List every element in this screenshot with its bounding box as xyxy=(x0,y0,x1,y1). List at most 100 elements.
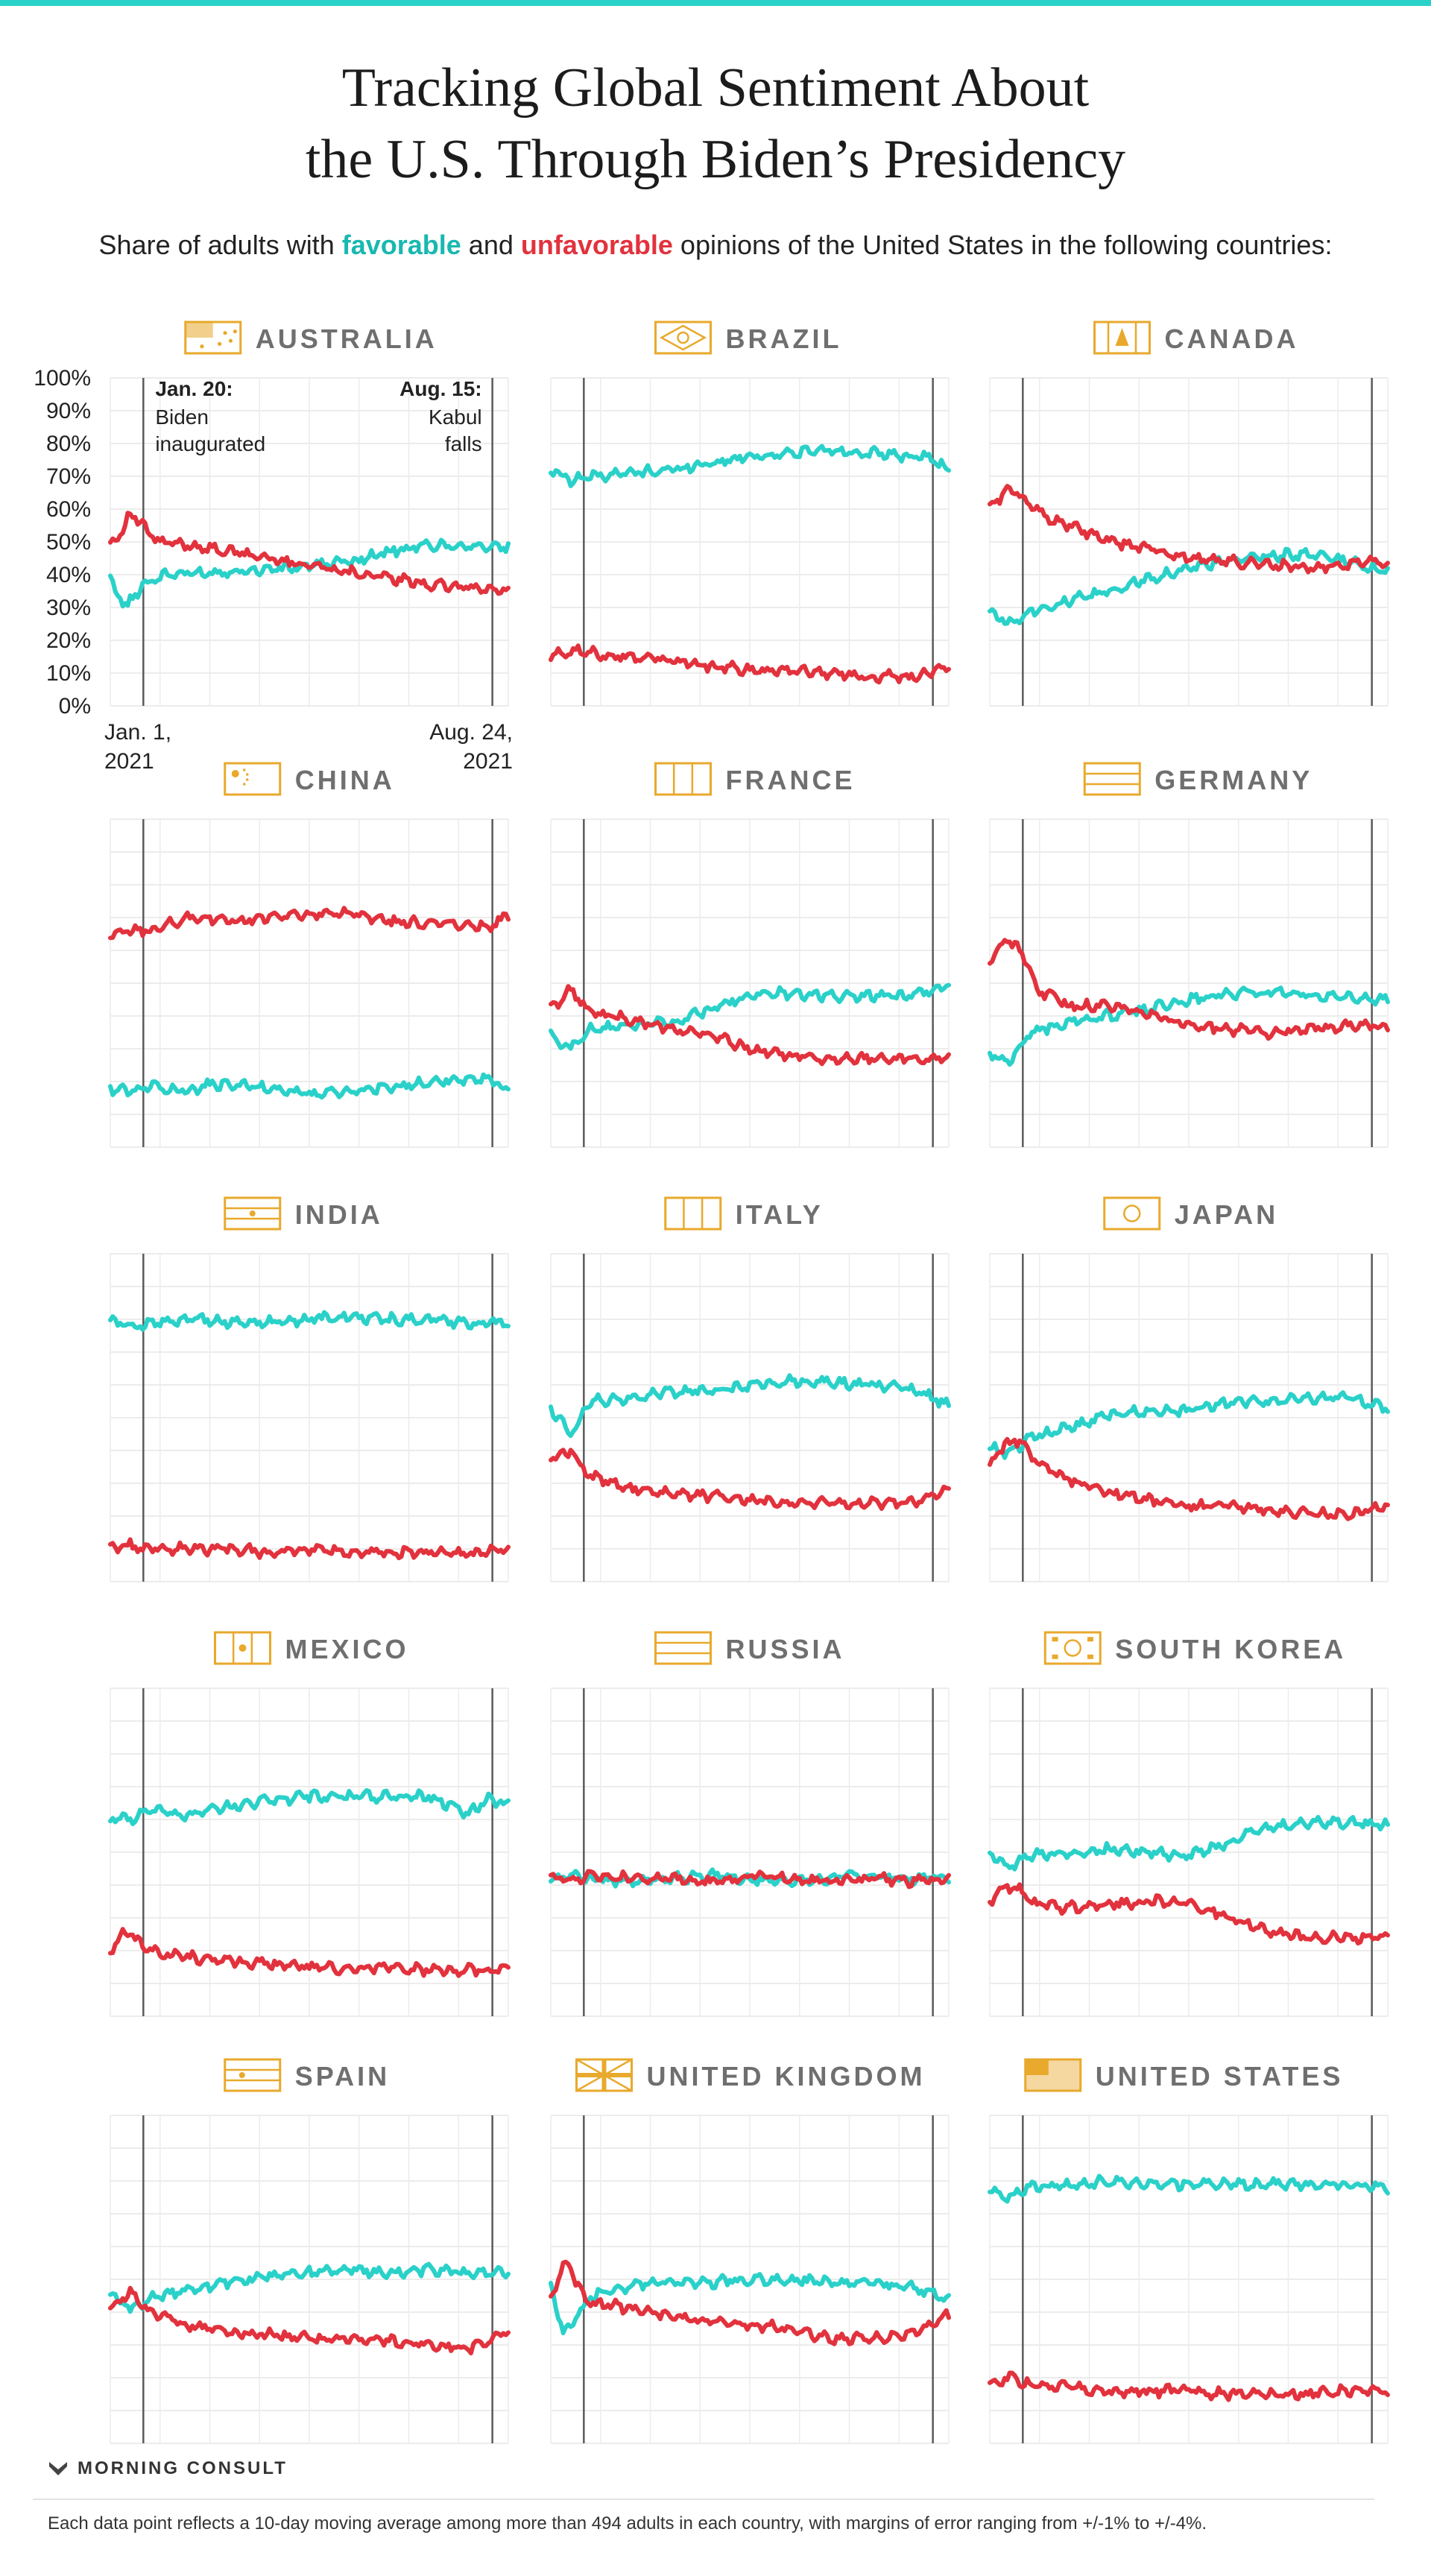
y-tick-label: 70% xyxy=(46,464,91,489)
unfavorable-line xyxy=(988,938,1390,1041)
y-tick-label: 20% xyxy=(46,628,91,653)
flag-frame-icon xyxy=(1043,1631,1102,1665)
brand-logo: MORNING CONSULT xyxy=(48,2458,288,2479)
unfavorable-line xyxy=(988,1436,1390,1521)
country-panel: UNITED STATES xyxy=(988,2058,1390,2444)
flag-frame-icon xyxy=(224,2058,282,2092)
unfavorable-line xyxy=(108,511,511,596)
country-name: CANADA xyxy=(1165,323,1299,354)
y-tick-label: 50% xyxy=(46,530,91,555)
country-panel: CANADA xyxy=(988,321,1390,707)
flag-frame-icon xyxy=(654,1631,712,1665)
flag-frame-icon xyxy=(654,762,712,796)
favorable-line xyxy=(988,985,1390,1067)
favorable-line xyxy=(108,537,511,609)
flag-star-small xyxy=(242,783,246,786)
annotation-event-2-label: Kabul xyxy=(429,405,482,429)
country-panel: CHINA xyxy=(108,762,511,1148)
country-panel: JAPAN xyxy=(988,1196,1390,1582)
flag-star-small xyxy=(242,768,246,771)
flag-diamond xyxy=(659,324,707,351)
favorable-line xyxy=(549,1373,951,1439)
footer-divider xyxy=(33,2498,1374,2500)
country-name: JAPAN xyxy=(1175,1199,1278,1230)
flag-star xyxy=(231,770,239,777)
country-name: GERMANY xyxy=(1154,765,1312,795)
x-start-label: Jan. 1, xyxy=(104,720,171,745)
y-tick-label: 90% xyxy=(46,399,91,423)
flag-trigram xyxy=(1087,1654,1093,1659)
flag-star xyxy=(223,331,227,335)
country-panel: GERMANY xyxy=(988,762,1390,1148)
subtitle: Share of adults with favorable and unfav… xyxy=(98,230,1333,260)
country-name: MEXICO xyxy=(285,1634,409,1664)
y-tick-label: 10% xyxy=(46,661,91,686)
flag-emblem xyxy=(238,1644,247,1652)
country-name: UNITED STATES xyxy=(1096,2061,1344,2092)
flag-frame-icon xyxy=(654,321,712,355)
legend-favorable: favorable xyxy=(341,230,461,260)
country-panel: SPAIN xyxy=(108,2058,511,2444)
unfavorable-line xyxy=(108,906,511,941)
unfavorable-line xyxy=(549,1448,951,1512)
country-name: CHINA xyxy=(295,765,395,795)
flag-emblem xyxy=(249,1210,256,1216)
favorable-line xyxy=(988,2174,1390,2204)
flag-trigram xyxy=(1052,1637,1058,1642)
country-panel: ITALY xyxy=(549,1196,951,1582)
unfavorable-line xyxy=(988,2370,1390,2402)
country-name: INDIA xyxy=(295,1199,383,1230)
country-name: RUSSIA xyxy=(726,1634,845,1664)
unfavorable-line xyxy=(108,1927,511,1978)
y-tick-label: 100% xyxy=(34,366,91,391)
flag-frame-icon xyxy=(224,1196,282,1231)
country-name: UNITED KINGDOM xyxy=(647,2061,926,2092)
flag-star xyxy=(218,341,222,346)
y-tick-label: 60% xyxy=(46,497,91,522)
footnote: Each data point reflects a 10-day moving… xyxy=(48,2513,1207,2534)
flag-trigram xyxy=(1052,1654,1058,1659)
unfavorable-line xyxy=(549,984,951,1067)
unfavorable-line xyxy=(988,1882,1390,1946)
favorable-line xyxy=(988,1814,1390,1872)
unfavorable-line xyxy=(549,1869,951,1890)
flag-canton xyxy=(1025,2059,1049,2075)
country-panel: UNITED KINGDOM xyxy=(549,2058,951,2444)
flag-star xyxy=(228,338,233,343)
flag-star xyxy=(233,329,237,334)
flag-sun xyxy=(1123,1205,1141,1222)
y-tick-label: 40% xyxy=(46,563,91,587)
annotation-event-2-date: Aug. 15: xyxy=(399,377,481,400)
flag-taeguk xyxy=(1064,1639,1081,1657)
country-name: SOUTH KOREA xyxy=(1115,1634,1346,1664)
favorable-line xyxy=(549,2272,951,2335)
y-tick-label: 0% xyxy=(59,694,91,719)
favorable-line xyxy=(108,1788,511,1826)
annotation-event-1-label: inaugurated xyxy=(155,432,265,455)
flag-emblem xyxy=(238,2072,245,2078)
morning-consult-logo-icon xyxy=(49,2462,67,2475)
country-name: AUSTRALIA xyxy=(256,323,437,354)
favorable-line xyxy=(549,982,951,1051)
country-panel: SOUTH KOREA xyxy=(988,1631,1390,2017)
country-panel: BRAZIL xyxy=(549,321,951,707)
flag-trigram xyxy=(1087,1637,1093,1642)
flag-frame-icon xyxy=(1093,321,1151,355)
y-tick-label: 80% xyxy=(46,432,91,456)
flag-canton xyxy=(185,322,213,338)
flag-frame-icon xyxy=(214,1631,271,1665)
country-name: SPAIN xyxy=(295,2061,390,2092)
annotation-event-1-label: Biden xyxy=(155,405,209,429)
favorable-line xyxy=(988,546,1390,626)
flag-frame-icon xyxy=(224,762,282,796)
favorable-line xyxy=(988,1390,1390,1460)
unfavorable-line xyxy=(549,2259,951,2346)
unfavorable-line xyxy=(108,1537,511,1561)
country-name: BRAZIL xyxy=(726,323,842,354)
flag-frame-icon xyxy=(1103,1196,1161,1231)
flag-star xyxy=(200,344,204,349)
country-panel: INDIA xyxy=(108,1196,511,1582)
unfavorable-line xyxy=(988,484,1390,575)
legend-unfavorable: unfavorable xyxy=(520,230,673,260)
